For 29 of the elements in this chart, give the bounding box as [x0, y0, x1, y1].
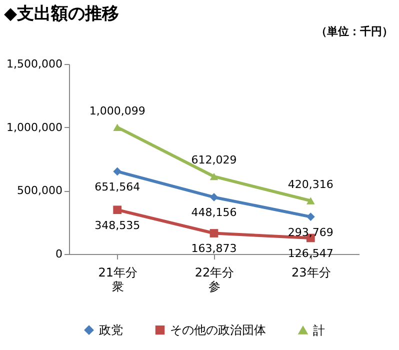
x-tick-label: 23年分 — [292, 266, 331, 280]
x-tick-label: 21年分衆 — [98, 266, 138, 294]
data-label: 448,156 — [191, 206, 237, 220]
data-label: 420,316 — [288, 178, 334, 191]
legend-label: 政党 — [99, 323, 123, 338]
data-label: 293,769 — [288, 226, 334, 239]
point — [210, 229, 218, 238]
data-label: 126,547 — [288, 246, 334, 260]
x-tick-label: 22年分参 — [194, 266, 234, 294]
data-label: 1,000,099 — [89, 104, 146, 118]
y-tick-label: 0 — [56, 248, 62, 260]
point — [113, 167, 122, 176]
point — [113, 124, 122, 131]
data-label: 163,873 — [191, 242, 237, 256]
point — [306, 212, 315, 221]
y-tick-label: 1,000,000 — [6, 120, 62, 134]
point — [306, 197, 315, 204]
data-label: 651,564 — [94, 180, 140, 194]
y-tick-label: 500,000 — [17, 184, 62, 198]
data-label: 348,535 — [94, 218, 140, 232]
y-tick-label: 1,500,000 — [6, 58, 62, 70]
text: （単位：千円） — [316, 24, 393, 39]
point — [113, 206, 122, 214]
legend-label: 計 — [313, 323, 325, 338]
chart-title: ◆支出額の推移 — [4, 3, 120, 25]
point — [210, 172, 218, 180]
point — [210, 193, 218, 202]
legend-label: その他の政治団体 — [170, 323, 266, 338]
data-label: 612,029 — [191, 153, 237, 166]
